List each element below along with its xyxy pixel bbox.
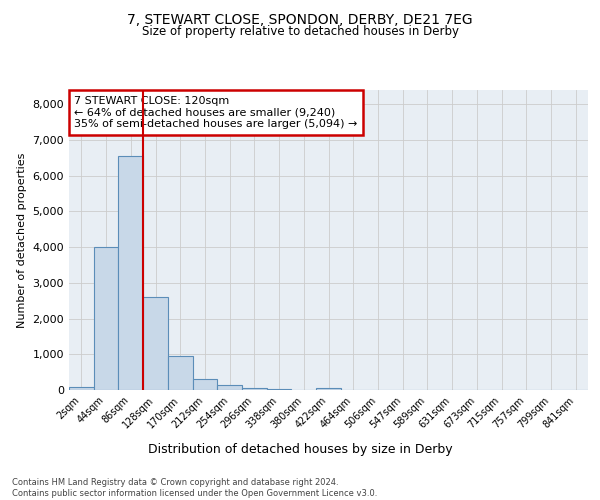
Bar xyxy=(118,156,143,390)
Bar xyxy=(168,356,193,390)
Bar xyxy=(242,388,267,390)
Bar xyxy=(94,247,118,390)
Text: 7, STEWART CLOSE, SPONDON, DERBY, DE21 7EG: 7, STEWART CLOSE, SPONDON, DERBY, DE21 7… xyxy=(127,12,473,26)
Y-axis label: Number of detached properties: Number of detached properties xyxy=(17,152,27,328)
Bar xyxy=(193,379,217,390)
Bar xyxy=(143,297,168,390)
Bar xyxy=(316,388,341,390)
Bar xyxy=(217,386,242,390)
Text: Distribution of detached houses by size in Derby: Distribution of detached houses by size … xyxy=(148,442,452,456)
Text: 7 STEWART CLOSE: 120sqm
← 64% of detached houses are smaller (9,240)
35% of semi: 7 STEWART CLOSE: 120sqm ← 64% of detache… xyxy=(74,96,358,129)
Text: Contains HM Land Registry data © Crown copyright and database right 2024.
Contai: Contains HM Land Registry data © Crown c… xyxy=(12,478,377,498)
Text: Size of property relative to detached houses in Derby: Size of property relative to detached ho… xyxy=(142,25,458,38)
Bar xyxy=(69,387,94,390)
